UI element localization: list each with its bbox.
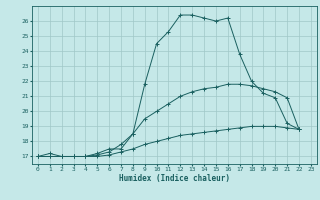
X-axis label: Humidex (Indice chaleur): Humidex (Indice chaleur) xyxy=(119,174,230,183)
